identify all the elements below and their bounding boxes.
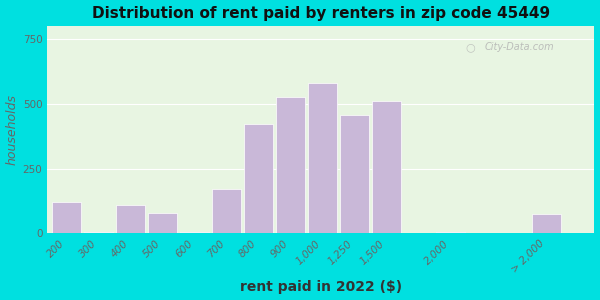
Bar — [244, 124, 273, 233]
Text: ○: ○ — [466, 43, 476, 52]
Bar — [180, 232, 209, 233]
Bar — [148, 213, 177, 233]
Bar — [84, 232, 113, 233]
Bar — [436, 232, 465, 233]
Bar — [52, 202, 81, 233]
Bar — [116, 205, 145, 233]
Y-axis label: households: households — [5, 94, 19, 165]
Bar — [340, 116, 369, 233]
X-axis label: rent paid in 2022 ($): rent paid in 2022 ($) — [240, 280, 402, 294]
Bar — [276, 97, 305, 233]
Text: City-Data.com: City-Data.com — [485, 43, 554, 52]
Title: Distribution of rent paid by renters in zip code 45449: Distribution of rent paid by renters in … — [92, 6, 550, 21]
Bar — [308, 83, 337, 233]
Bar — [212, 189, 241, 233]
Bar — [372, 101, 401, 233]
Bar — [532, 214, 561, 233]
